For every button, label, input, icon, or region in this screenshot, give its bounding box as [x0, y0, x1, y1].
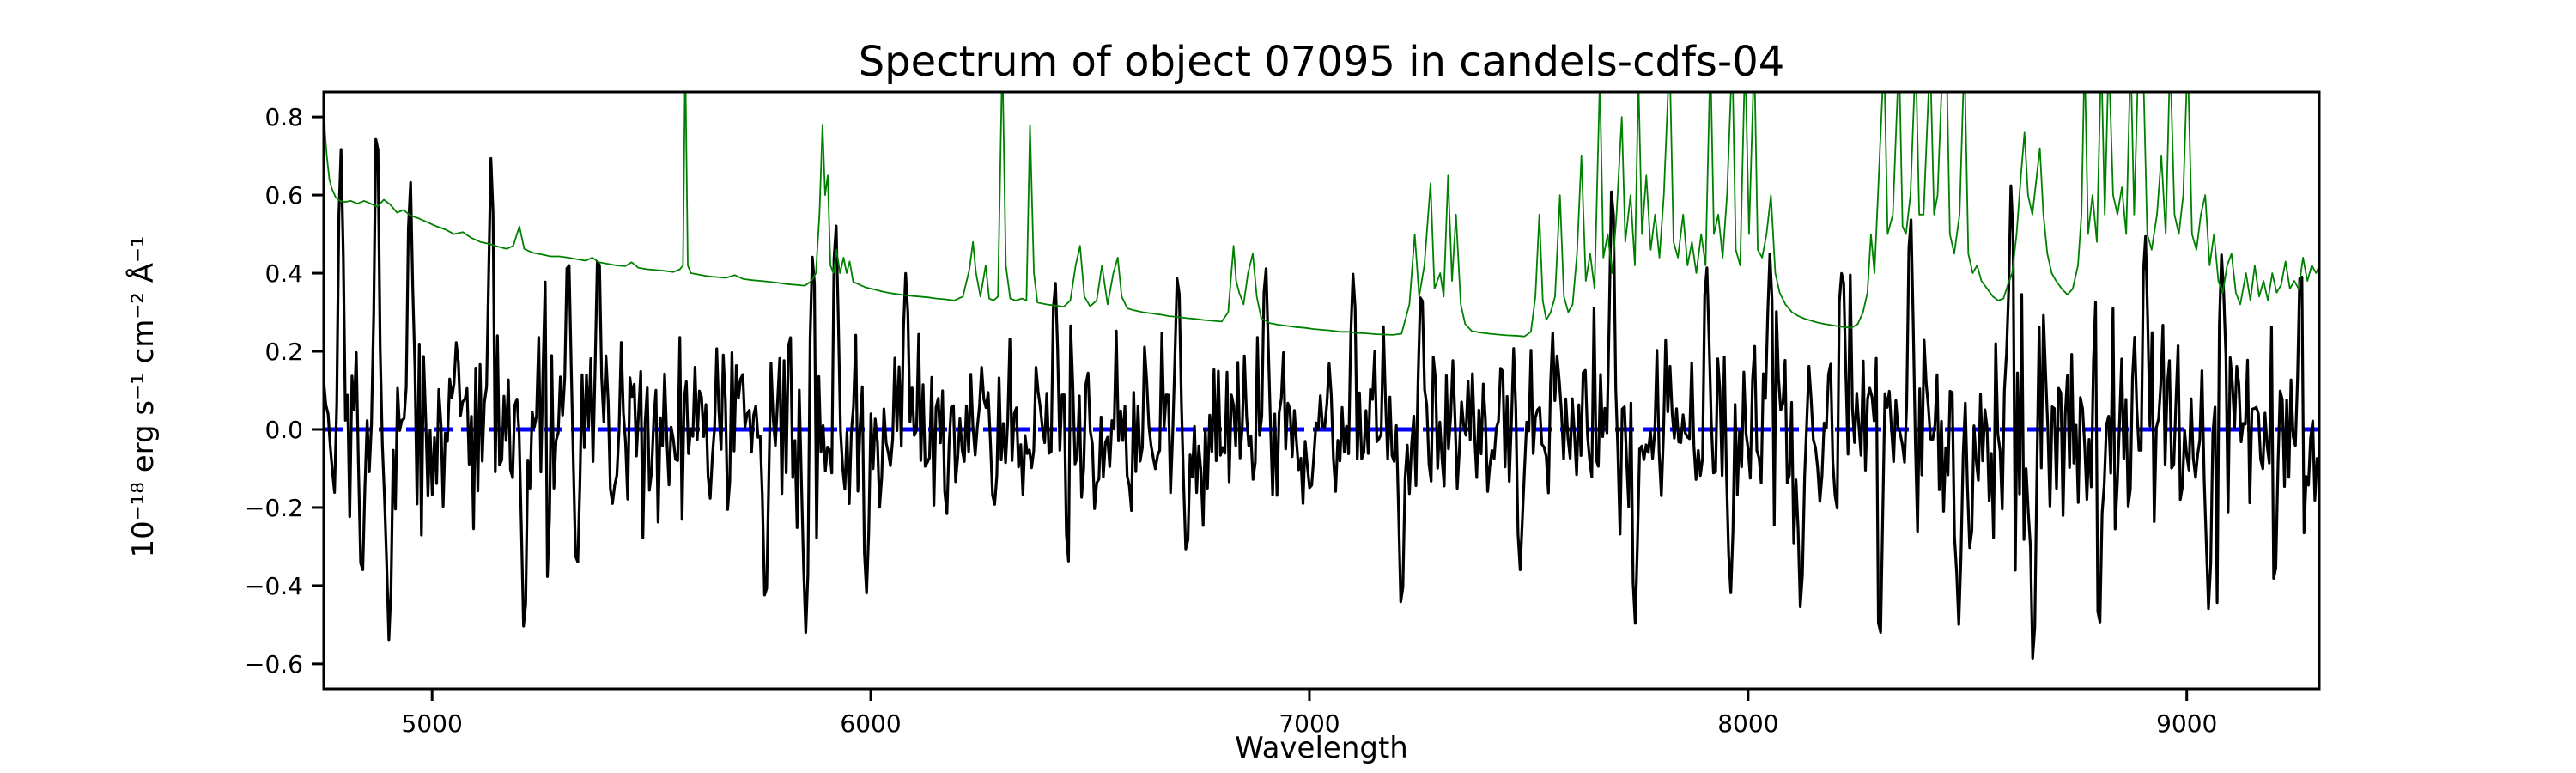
- x-tick-label: 5000: [402, 709, 463, 738]
- y-tick-label: 0.0: [264, 416, 303, 444]
- y-tick-label: 0.6: [264, 181, 303, 210]
- y-axis-ticks: 0.8 0.6 0.4 0.2 0.0 −0.2 −0.4 −0.6: [245, 103, 324, 679]
- y-tick-label: −0.6: [245, 650, 303, 679]
- x-tick-label: 8000: [1717, 709, 1778, 738]
- x-axis-ticks: 5000 6000 7000 8000 9000: [402, 689, 2217, 738]
- plot-title: Spectrum of object 07095 in candels-cdfs…: [859, 38, 1785, 86]
- axes-frame: [322, 90, 2321, 691]
- x-tick-label: 6000: [840, 709, 901, 738]
- y-tick-label: 0.2: [264, 338, 303, 366]
- y-tick-label: 0.8: [264, 103, 303, 131]
- x-tick-label: 9000: [2156, 709, 2217, 738]
- y-axis-label: 10⁻¹⁸ erg s⁻¹ cm⁻² Å⁻¹: [125, 235, 161, 557]
- plot-series-layer: [324, 92, 2319, 660]
- sky-noise-spectrum: [324, 92, 2319, 338]
- y-tick-label: −0.4: [245, 572, 303, 600]
- object-flux-spectrum: [324, 137, 2319, 660]
- y-tick-label: −0.2: [245, 494, 303, 522]
- y-tick-label: 0.4: [264, 259, 303, 288]
- x-tick-label: 7000: [1279, 709, 1340, 738]
- x-axis-label: Wavelength: [1235, 731, 1408, 765]
